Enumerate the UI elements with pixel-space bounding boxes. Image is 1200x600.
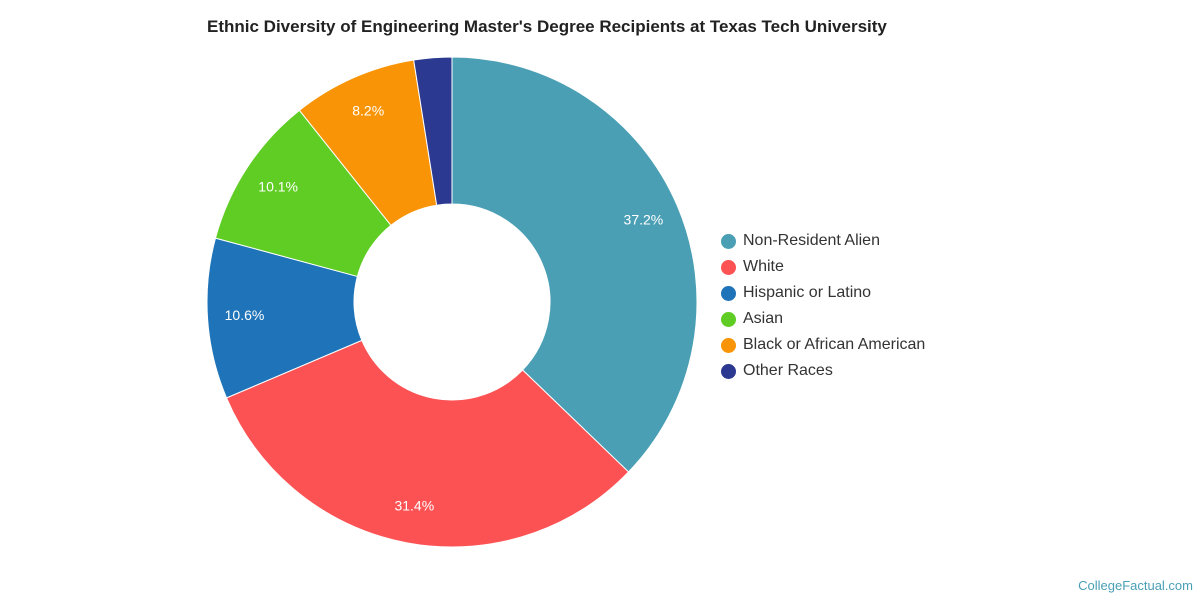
slice-label: 37.2% (624, 211, 664, 227)
slice-label: 10.1% (258, 179, 298, 195)
legend-label: Other Races (743, 362, 833, 379)
slice-label: 8.2% (352, 102, 384, 118)
slice-label: 31.4% (394, 497, 434, 513)
legend-swatch-icon (721, 285, 736, 301)
slice-label: 10.6% (225, 307, 265, 323)
slice-non-resident-alien[interactable] (451, 56, 698, 473)
legend-label: Non-Resident Alien (743, 232, 880, 249)
slice-hispanic-or-latino[interactable] (206, 237, 363, 399)
legend-item[interactable]: White (721, 254, 925, 280)
credit-link[interactable]: CollegeFactual.com (1078, 578, 1193, 593)
legend-item[interactable]: Asian (721, 306, 925, 332)
chart-title: Ethnic Diversity of Engineering Master's… (207, 17, 887, 36)
legend-swatch-icon (721, 311, 736, 327)
legend-label: Black or African American (743, 336, 926, 353)
chart-legend: Non-Resident Alien White Hispanic or Latin… (721, 228, 925, 384)
legend-item[interactable]: Black or African American (721, 332, 925, 358)
legend-item[interactable]: Non-Resident Alien (721, 228, 925, 254)
legend-item[interactable]: Other Races (721, 358, 925, 384)
legend-swatch-icon (721, 233, 736, 249)
legend-label: Hispanic or Latino (743, 284, 872, 301)
legend-label: White (743, 258, 784, 275)
slice-other-races[interactable] (413, 56, 453, 206)
slice-white[interactable] (225, 339, 630, 548)
legend-swatch-icon (721, 363, 736, 379)
legend-swatch-icon (721, 337, 736, 353)
legend-label: Asian (743, 310, 784, 327)
legend-item[interactable]: Hispanic or Latino (721, 280, 925, 306)
legend-swatch-icon (721, 259, 736, 275)
